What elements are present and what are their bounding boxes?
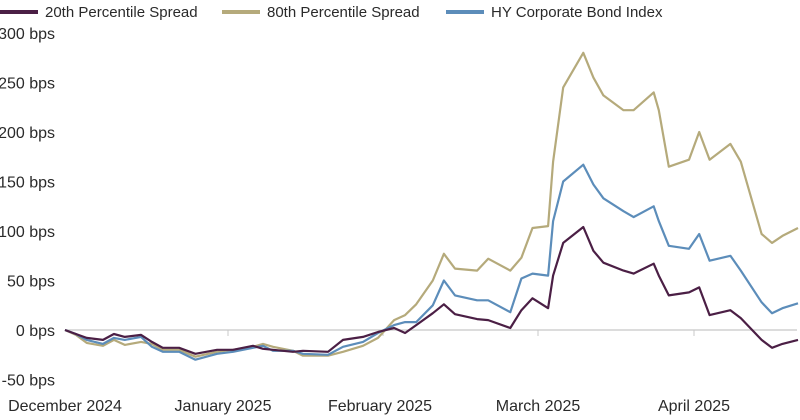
- series-line-0: [64, 225, 799, 355]
- y-tick-label: 100 bps: [0, 224, 55, 241]
- series-line-2: [64, 163, 799, 361]
- legend-item: HY Corporate Bond Index: [446, 4, 663, 21]
- y-tick-label: 50 bps: [7, 274, 55, 291]
- x-tick-label: February 2025: [328, 398, 432, 415]
- y-axis: -50 bps 0 bps 50 bps 100 bps 150 bps 200 bps 2…: [0, 26, 55, 390]
- legend-item: 80th Percentile Spread: [222, 4, 420, 21]
- y-tick-label: 250 bps: [0, 76, 55, 93]
- legend-label: 20th Percentile Spread: [45, 4, 198, 21]
- series-lines: [64, 51, 799, 361]
- x-tick-label: December 2024: [8, 398, 122, 415]
- y-tick-label: 300 bps: [0, 26, 55, 43]
- legend-item: 20th Percentile Spread: [0, 4, 198, 21]
- legend-swatch: [0, 10, 38, 14]
- y-tick-label: -50 bps: [2, 373, 55, 390]
- y-tick-label: 0 bps: [16, 323, 55, 340]
- y-tick-label: 200 bps: [0, 125, 55, 142]
- legend-swatch: [446, 10, 484, 14]
- x-tick-label: January 2025: [175, 398, 272, 415]
- legend-label: 80th Percentile Spread: [267, 4, 420, 21]
- legend-label: HY Corporate Bond Index: [491, 4, 663, 21]
- legend-swatch: [222, 10, 260, 14]
- y-tick-label: 150 bps: [0, 175, 55, 192]
- series-line-1: [64, 51, 799, 358]
- x-tick-label: March 2025: [496, 398, 581, 415]
- x-axis: December 2024 January 2025 February 2025 Ma…: [8, 329, 797, 415]
- legend: 20th Percentile Spread 80th Percentile Sp…: [0, 4, 663, 21]
- x-tick-label: April 2025: [658, 398, 730, 415]
